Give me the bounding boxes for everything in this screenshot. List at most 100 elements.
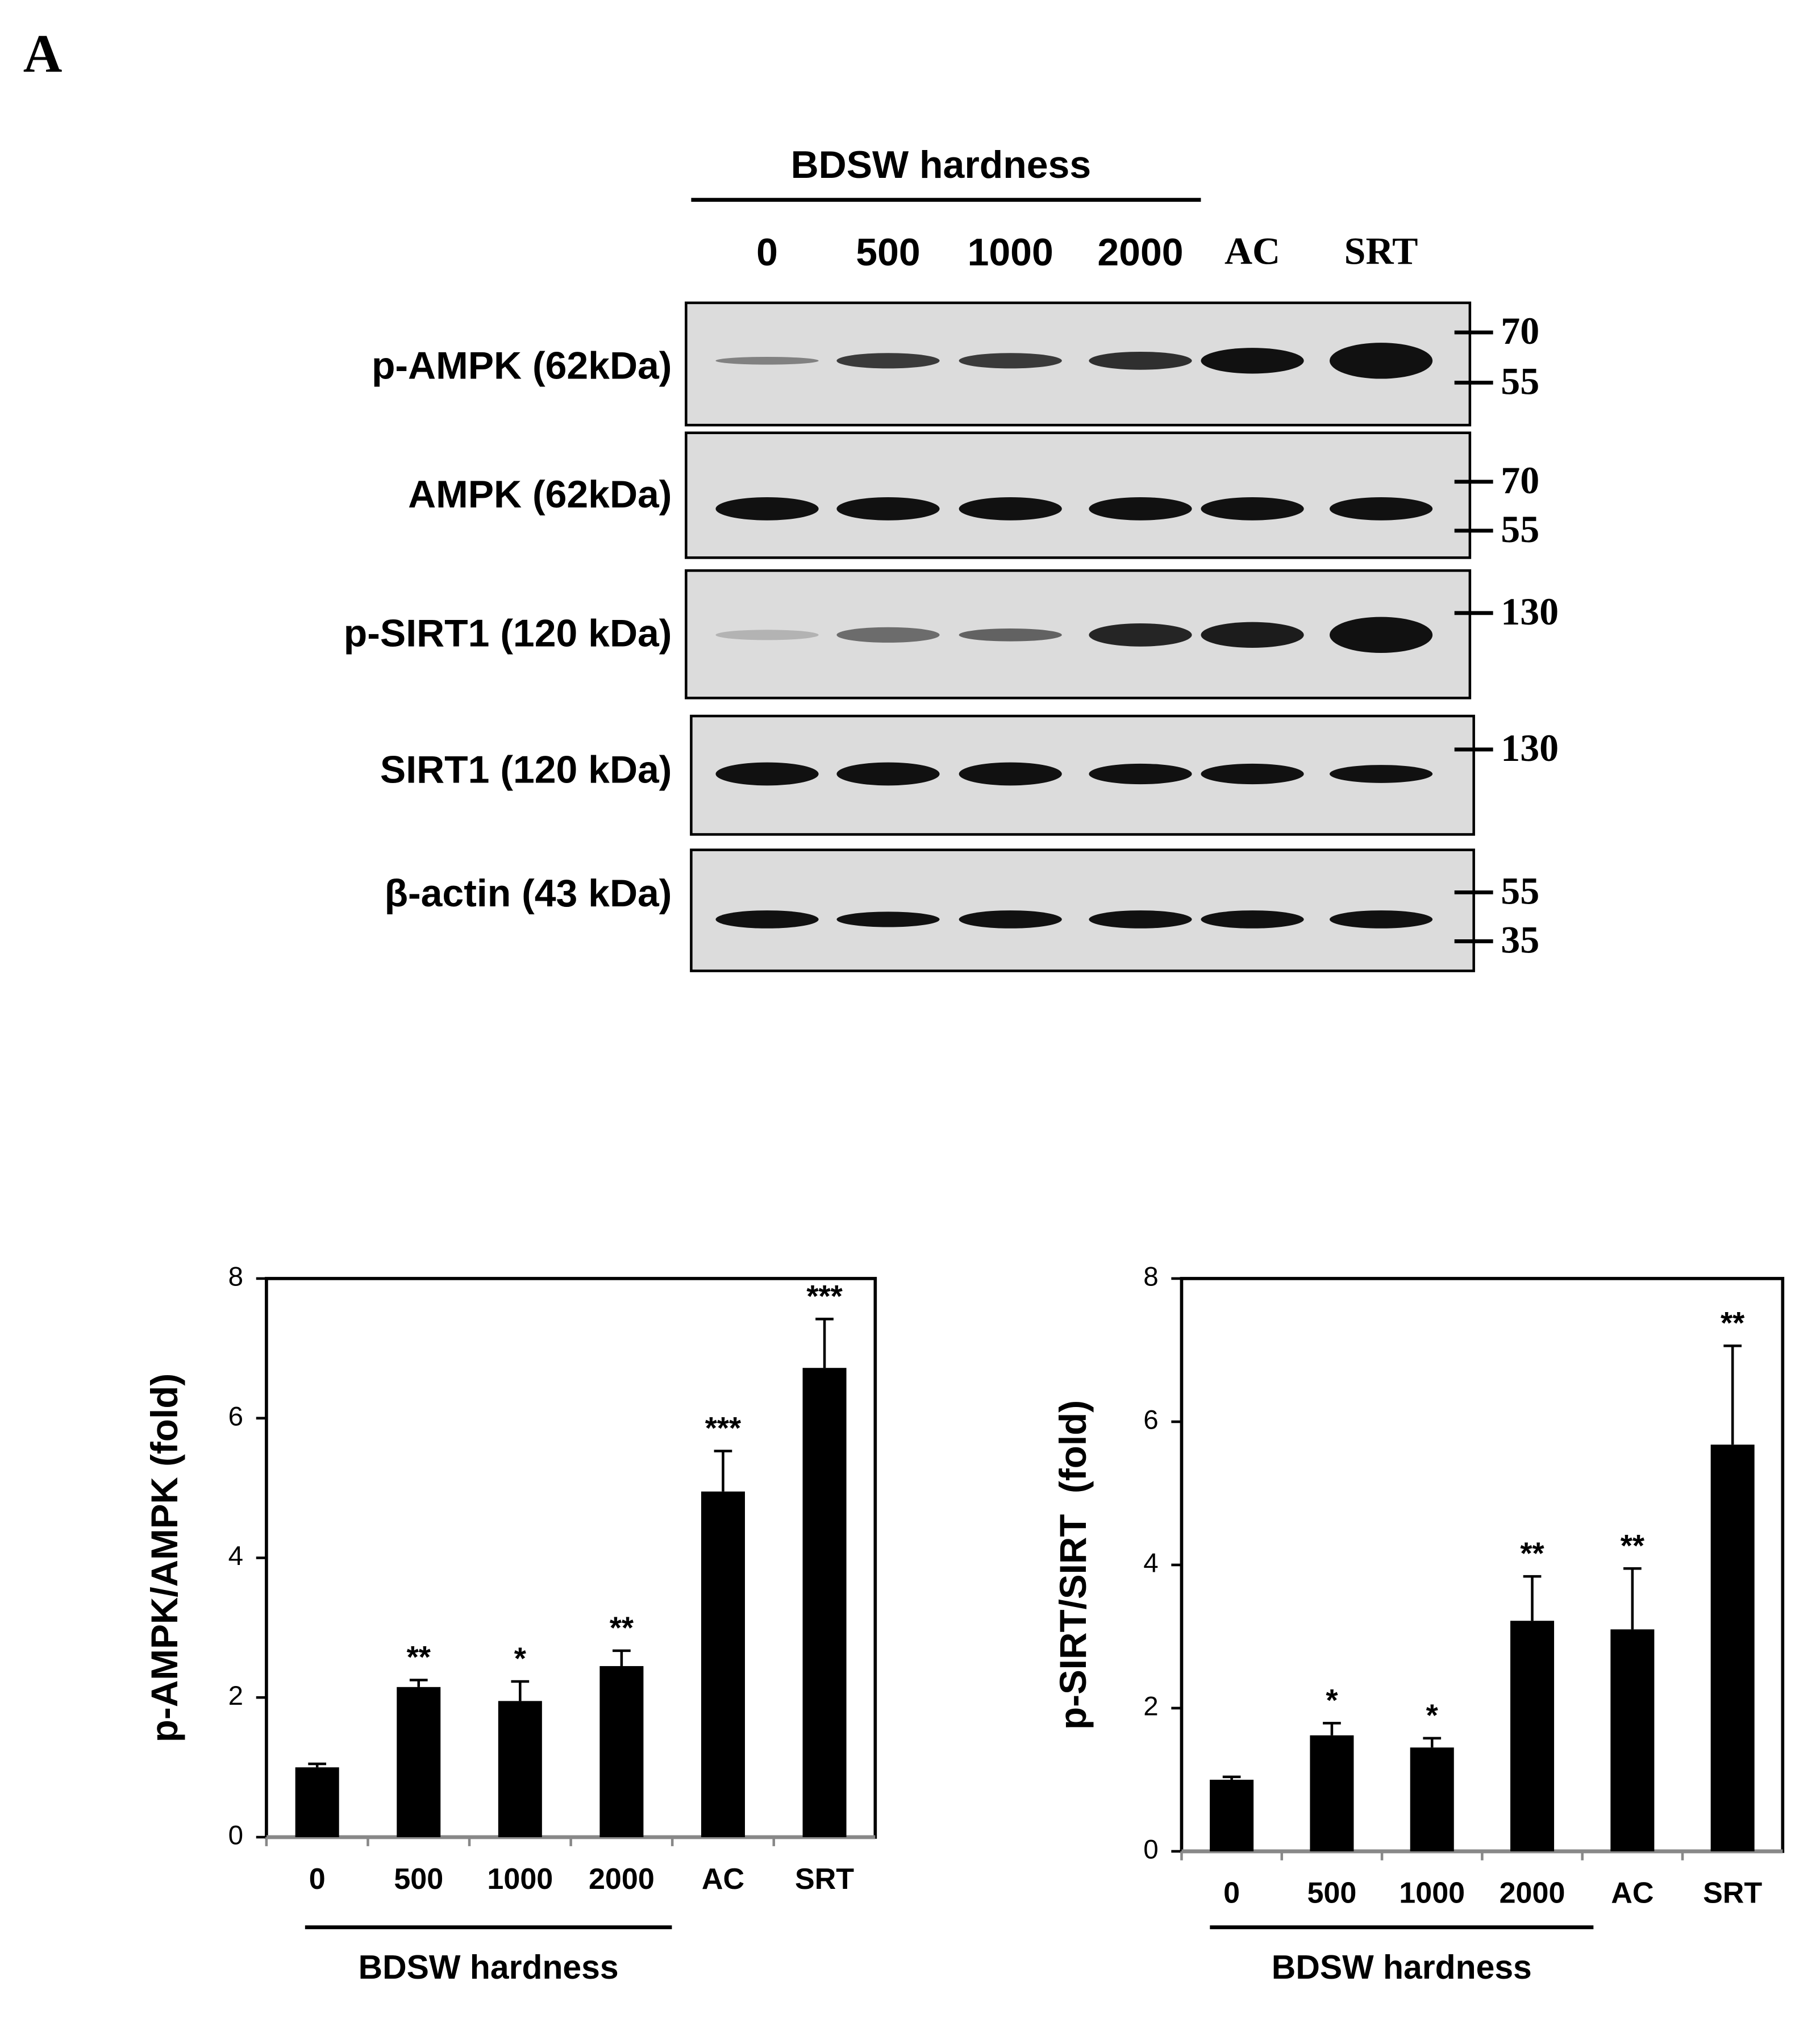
band bbox=[1329, 910, 1433, 929]
y-tick-label: 8 bbox=[1143, 1262, 1158, 1292]
band bbox=[1201, 348, 1304, 374]
y-tick-label: 2 bbox=[1143, 1692, 1158, 1722]
x-tick-label: 2000 bbox=[1500, 1877, 1565, 1910]
band bbox=[715, 497, 819, 521]
bar bbox=[498, 1701, 542, 1838]
band bbox=[1201, 497, 1304, 521]
bar bbox=[1710, 1444, 1755, 1851]
y-tick-label: 8 bbox=[228, 1262, 243, 1292]
y-tick-label: 0 bbox=[228, 1821, 243, 1851]
band bbox=[1089, 351, 1192, 370]
marker-label: 55 bbox=[1501, 507, 1539, 551]
x-tick-label: AC bbox=[1611, 1877, 1654, 1910]
marker-label: 70 bbox=[1501, 309, 1539, 352]
x-tick-label: 0 bbox=[1223, 1877, 1240, 1910]
x-axis-label: BDSW hardness bbox=[1272, 1949, 1532, 1986]
bar bbox=[1610, 1629, 1655, 1851]
lane-label: SRT bbox=[1344, 230, 1418, 273]
x-axis-label: BDSW hardness bbox=[359, 1949, 619, 1986]
row-label: p-SIRT1 (120 kDa) bbox=[344, 612, 672, 655]
marker-label: 130 bbox=[1501, 590, 1559, 633]
significance: ** bbox=[1621, 1528, 1645, 1563]
blot-panel bbox=[685, 431, 1472, 559]
bar bbox=[1510, 1621, 1555, 1851]
y-tick-label: 6 bbox=[228, 1401, 243, 1431]
band bbox=[715, 357, 819, 365]
y-axis-label: p-SIRT/SIRT (fold) bbox=[1052, 1400, 1094, 1730]
lane-label: 2000 bbox=[1097, 231, 1183, 274]
significance: * bbox=[1326, 1683, 1338, 1718]
row-label: SIRT1 (120 kDa) bbox=[380, 748, 672, 792]
bar bbox=[701, 1491, 745, 1838]
significance: ** bbox=[407, 1640, 431, 1675]
blot-panel bbox=[690, 714, 1475, 836]
lane-label: AC bbox=[1225, 230, 1280, 273]
bar bbox=[397, 1687, 441, 1838]
marker-label: 55 bbox=[1501, 869, 1539, 912]
bar bbox=[1310, 1735, 1354, 1851]
bar bbox=[1410, 1747, 1454, 1851]
band bbox=[1089, 910, 1192, 929]
band bbox=[1201, 763, 1304, 785]
bar bbox=[802, 1368, 847, 1838]
band bbox=[1089, 763, 1192, 785]
lane-label: 500 bbox=[856, 231, 920, 274]
lane-label: 1000 bbox=[968, 231, 1053, 274]
significance: * bbox=[1426, 1698, 1439, 1733]
band bbox=[1329, 343, 1433, 379]
band bbox=[1089, 623, 1192, 647]
band bbox=[959, 628, 1062, 642]
x-tick-label: AC bbox=[702, 1863, 744, 1896]
band bbox=[959, 762, 1062, 786]
lane-label: 0 bbox=[756, 231, 778, 274]
significance: *** bbox=[806, 1279, 843, 1313]
marker-label: 70 bbox=[1501, 459, 1539, 502]
band bbox=[959, 497, 1062, 521]
marker-label: 55 bbox=[1501, 359, 1539, 402]
x-tick-label: 500 bbox=[394, 1863, 443, 1896]
band bbox=[959, 353, 1062, 369]
band bbox=[836, 353, 940, 369]
x-tick-label: 0 bbox=[309, 1863, 326, 1896]
band bbox=[1201, 910, 1304, 929]
blot-header: BDSW hardness bbox=[791, 143, 1092, 186]
plot-frame bbox=[1180, 1277, 1785, 1853]
significance: ** bbox=[1721, 1305, 1745, 1340]
x-tick-label: 1000 bbox=[1399, 1877, 1465, 1910]
band bbox=[715, 910, 819, 929]
band bbox=[1329, 765, 1433, 783]
band bbox=[1089, 497, 1192, 521]
plot-frame bbox=[265, 1277, 877, 1839]
significance: ** bbox=[1520, 1536, 1544, 1571]
band bbox=[959, 910, 1062, 929]
row-label: AMPK (62kDa) bbox=[408, 473, 672, 516]
y-axis-label: p-AMPK/AMPK (fold) bbox=[144, 1373, 185, 1742]
significance: *** bbox=[705, 1411, 742, 1446]
band bbox=[836, 762, 940, 786]
band bbox=[836, 497, 940, 521]
y-tick-label: 4 bbox=[228, 1541, 243, 1571]
blot-panel bbox=[690, 848, 1475, 972]
panel-label: A bbox=[23, 24, 63, 84]
y-tick-label: 4 bbox=[1143, 1548, 1158, 1578]
band bbox=[836, 911, 940, 927]
x-tick-label: SRT bbox=[1703, 1877, 1762, 1910]
band bbox=[1201, 622, 1304, 648]
band bbox=[1329, 617, 1433, 653]
band bbox=[715, 762, 819, 786]
row-label: p-AMPK (62kDa) bbox=[372, 344, 672, 387]
band bbox=[715, 630, 819, 640]
band bbox=[836, 627, 940, 643]
x-tick-label: SRT bbox=[795, 1863, 854, 1896]
band bbox=[1329, 497, 1433, 521]
x-tick-label: 2000 bbox=[589, 1863, 655, 1896]
row-label: β-actin (43 kDa) bbox=[385, 872, 672, 915]
y-tick-label: 6 bbox=[1143, 1405, 1158, 1435]
x-tick-label: 500 bbox=[1307, 1877, 1356, 1910]
bar bbox=[295, 1767, 339, 1838]
marker-label: 130 bbox=[1501, 726, 1559, 769]
y-tick-label: 2 bbox=[228, 1681, 243, 1711]
bar bbox=[1210, 1779, 1254, 1851]
x-tick-label: 1000 bbox=[487, 1863, 553, 1896]
